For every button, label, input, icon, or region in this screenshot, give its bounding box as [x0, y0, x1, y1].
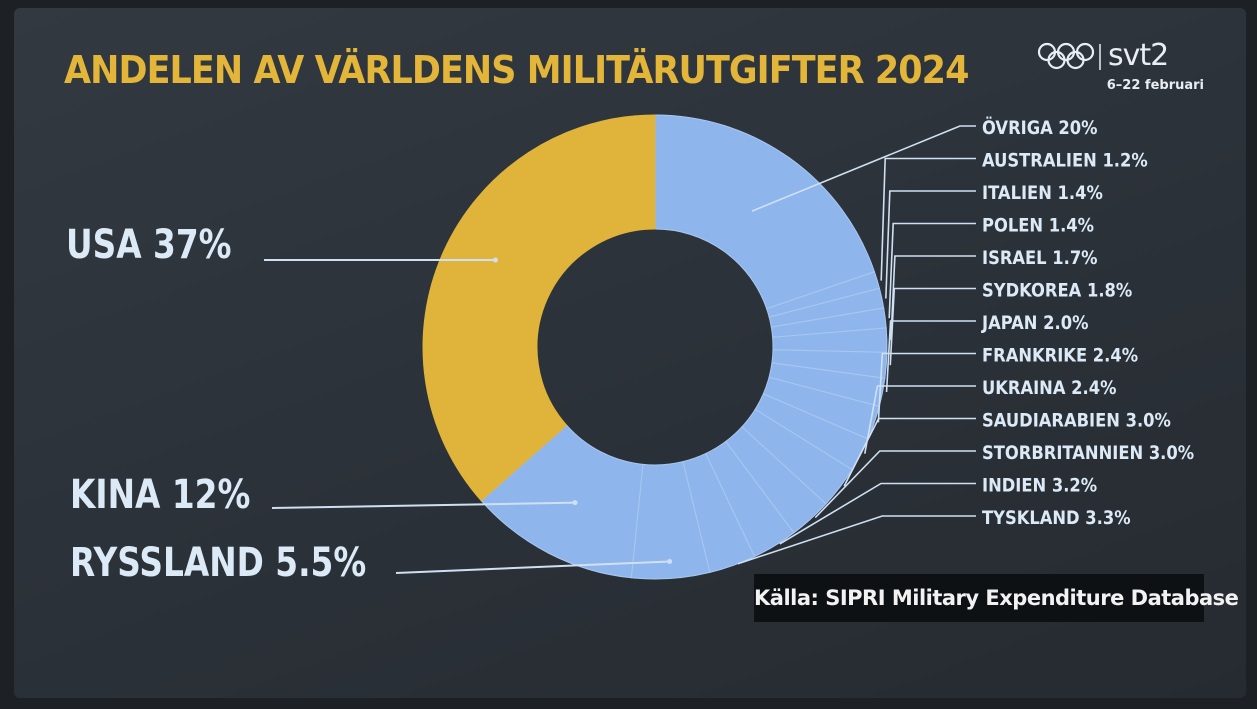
slice-usa [422, 114, 656, 502]
label-saudiarabien: SAUDIARABIEN 3.0% [982, 410, 1171, 431]
label-polen: POLEN 1.4% [982, 215, 1094, 236]
chart-title: ANDELEN AV VÄRLDENS MILITÄRUTGIFTER 2024 [64, 48, 969, 92]
leader-line-polen [888, 222, 976, 319]
leader-line-ryssland [395, 560, 670, 574]
label-indien: INDIEN 3.2% [982, 475, 1097, 496]
leader-line-indien [779, 482, 976, 545]
tv-screen: ÖVRIGA 20% AUSTRALIEN 1.2% ITALIEN 1.4% POL… [14, 8, 1246, 698]
label-israel: ISRAEL 1.7% [982, 248, 1098, 269]
label-usa-name: USA [66, 221, 153, 268]
label-kina-value: 12% [172, 471, 250, 518]
leader-line-kina [271, 501, 576, 509]
leader-dot-ryssland [667, 558, 673, 564]
leader-line-israel [890, 255, 976, 341]
label-ryssland-value: 5.5% [275, 539, 366, 586]
broadcaster-logo: svt2 6–22 februari [1036, 38, 1206, 98]
donut-chart: ÖVRIGA 20% AUSTRALIEN 1.2% ITALIEN 1.4% POL… [66, 114, 1194, 586]
slice-ovriga [654, 114, 876, 310]
label-ryssland-name: RYSSLAND [70, 539, 275, 586]
leader-line-australien [880, 157, 976, 281]
leader-line-frankrike [877, 352, 976, 423]
leader-line-ukraina [863, 385, 976, 454]
leader-line-italien [885, 190, 976, 299]
label-japan: JAPAN 2.0% [981, 313, 1089, 334]
label-usa: USA 37% [66, 221, 232, 268]
label-tyskland: TYSKLAND 3.3% [982, 508, 1131, 529]
label-kina: KINA 12% [70, 471, 250, 518]
label-storbritannien: STORBRITANNIEN 3.0% [982, 443, 1194, 464]
leader-dot-kina [572, 500, 578, 506]
label-ovriga: ÖVRIGA 20% [982, 116, 1098, 140]
olympic-rings-icon [1037, 42, 1101, 70]
channel-name: svt2 [1108, 38, 1169, 73]
leader-line-saudiarabien [843, 417, 976, 487]
label-sydkorea: SYDKOREA 1.8% [982, 280, 1132, 301]
label-usa-value: 37% [153, 221, 231, 268]
leader-dot-usa [492, 257, 498, 263]
label-australien: AUSTRALIEN 1.2% [982, 150, 1148, 171]
leader-line-sydkorea [889, 287, 976, 366]
leader-line-ovriga [751, 125, 976, 212]
leader-line-tyskland [737, 515, 976, 565]
leader-line-storbritannien [814, 450, 976, 519]
leader-line-japan [885, 320, 976, 393]
label-frankrike: FRANKRIKE 2.4% [982, 345, 1138, 366]
label-ryssland: RYSSLAND 5.5% [70, 539, 366, 586]
event-dates: 6–22 februari [1106, 78, 1204, 93]
label-kina-name: KINA [70, 471, 172, 518]
label-italien: ITALIEN 1.4% [982, 183, 1103, 204]
source-credit: Källa: SIPRI Military Expenditure Databa… [754, 574, 1239, 622]
label-ukraina: UKRAINA 2.4% [982, 378, 1117, 399]
